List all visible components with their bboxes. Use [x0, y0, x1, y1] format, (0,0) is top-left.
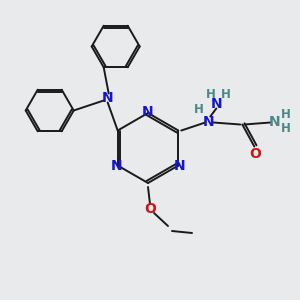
Text: H: H — [221, 88, 231, 101]
Text: H: H — [194, 103, 204, 116]
Text: H: H — [281, 122, 291, 135]
Text: N: N — [268, 116, 280, 130]
Text: H: H — [206, 88, 216, 101]
Text: O: O — [249, 146, 261, 161]
Text: H: H — [281, 108, 291, 121]
Text: O: O — [144, 202, 156, 216]
Text: N: N — [211, 98, 222, 112]
Text: N: N — [173, 158, 185, 172]
Text: N: N — [202, 116, 214, 130]
Text: N: N — [102, 92, 113, 106]
Text: N: N — [111, 158, 122, 172]
Text: N: N — [142, 105, 154, 119]
